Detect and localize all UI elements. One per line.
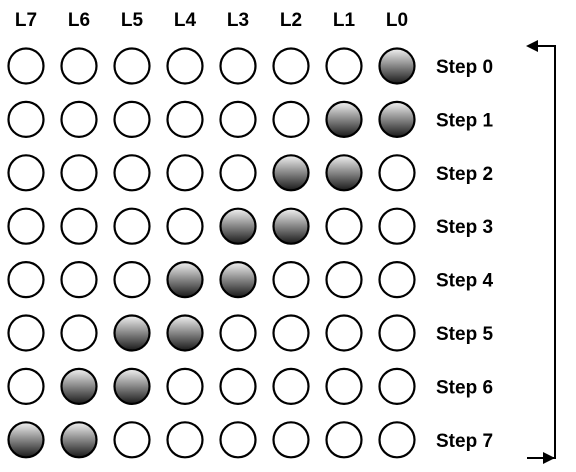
led-l5-step-1-off <box>113 100 151 139</box>
led-l4-step-2-off <box>166 154 204 192</box>
led-l0-step-1-on <box>378 100 416 139</box>
led-l1-step-6-off <box>325 367 363 405</box>
column-label-l3: L3 <box>227 10 249 31</box>
led-l0-step-5-off <box>378 314 416 352</box>
led-l5-step-6-on <box>113 367 151 405</box>
led-l3-step-0-off <box>219 47 257 85</box>
led-l2-step-3-on <box>272 207 310 245</box>
led-l7-step-5-off <box>7 314 45 352</box>
led-l7-step-6-off <box>7 367 45 405</box>
led-l7-step-4-off <box>7 261 45 299</box>
led-l0-step-4-off <box>378 261 416 299</box>
loop-arrow-line <box>526 40 556 459</box>
led-l1-step-7-off <box>325 421 363 459</box>
led-l1-step-3-off <box>325 207 363 245</box>
led-l0-step-2-off <box>378 154 416 192</box>
column-label-l7: L7 <box>15 10 37 31</box>
led-l3-step-4-on <box>219 261 257 299</box>
led-l6-step-6-on <box>60 367 98 405</box>
led-l4-step-1-off <box>166 100 204 139</box>
led-l4-step-3-off <box>166 207 204 245</box>
led-l7-step-2-off <box>7 154 45 192</box>
column-label-l1: L1 <box>333 10 356 31</box>
led-l1-step-1-on <box>325 100 363 139</box>
led-l5-step-2-off <box>113 154 151 192</box>
led-l0-step-6-off <box>378 367 416 405</box>
loop-arrow <box>526 40 556 464</box>
column-label-l6: L6 <box>68 10 90 31</box>
column-label-l5: L5 <box>121 10 144 31</box>
led-l5-step-4-off <box>113 261 151 299</box>
led-l4-step-0-off <box>166 47 204 85</box>
led-l2-step-1-off <box>272 100 310 139</box>
led-l3-step-6-off <box>219 367 257 405</box>
step-label-1: Step 1 <box>436 110 493 131</box>
led-l2-step-0-off <box>272 47 310 85</box>
led-l4-step-5-on <box>166 314 204 352</box>
led-l3-step-1-off <box>219 100 257 139</box>
column-label-l4: L4 <box>174 10 197 31</box>
led-l5-step-0-off <box>113 47 151 85</box>
led-l6-step-2-off <box>60 154 98 192</box>
column-label-l2: L2 <box>280 10 302 31</box>
step-label-4: Step 4 <box>436 271 493 292</box>
led-l7-step-1-off <box>7 100 45 139</box>
led-l7-step-7-on <box>7 421 45 459</box>
led-l6-step-1-off <box>60 100 98 139</box>
led-l1-step-2-on <box>325 154 363 192</box>
step-label-6: Step 6 <box>436 377 493 398</box>
led-l3-step-3-on <box>219 207 257 245</box>
led-l0-step-3-off <box>378 207 416 245</box>
led-l3-step-7-off <box>219 421 257 459</box>
led-l2-step-4-off <box>272 261 310 299</box>
led-l4-step-7-off <box>166 421 204 459</box>
loop-arrow-bottom-head <box>543 452 555 464</box>
led-l5-step-3-off <box>113 207 151 245</box>
led-l1-step-5-off <box>325 314 363 352</box>
step-label-2: Step 2 <box>436 164 493 185</box>
step-label-3: Step 3 <box>436 217 493 238</box>
led-l3-step-5-off <box>219 314 257 352</box>
led-l7-step-3-off <box>7 207 45 245</box>
led-l5-step-7-off <box>113 421 151 459</box>
led-l2-step-7-off <box>272 421 310 459</box>
led-l0-step-0-on <box>378 47 416 85</box>
led-l6-step-4-off <box>60 261 98 299</box>
led-l1-step-4-off <box>325 261 363 299</box>
step-label-0: Step 0 <box>436 57 493 78</box>
led-l2-step-6-off <box>272 367 310 405</box>
step-labels: Step 0 Step 1 Step 2 Step 3 Step 4 Step 5 Step… <box>436 57 493 452</box>
column-labels: L7 L6 L5 L4 L3 L2 L1 L0 <box>15 10 408 31</box>
led-l4-step-6-off <box>166 367 204 405</box>
led-l2-step-5-off <box>272 314 310 352</box>
led-l6-step-7-on <box>60 421 98 459</box>
led-l1-step-0-off <box>325 47 363 85</box>
led-l5-step-5-on <box>113 314 151 352</box>
led-grid <box>7 47 416 459</box>
step-label-7: Step 7 <box>436 431 493 452</box>
led-l6-step-0-off <box>60 47 98 85</box>
led-l2-step-2-on <box>272 154 310 192</box>
led-l3-step-2-off <box>219 154 257 192</box>
step-label-5: Step 5 <box>436 324 493 345</box>
column-label-l0: L0 <box>386 10 408 31</box>
led-l6-step-5-off <box>60 314 98 352</box>
led-l7-step-0-off <box>7 47 45 85</box>
led-l0-step-7-off <box>378 421 416 459</box>
led-l6-step-3-off <box>60 207 98 245</box>
led-l4-step-4-on <box>166 261 204 299</box>
